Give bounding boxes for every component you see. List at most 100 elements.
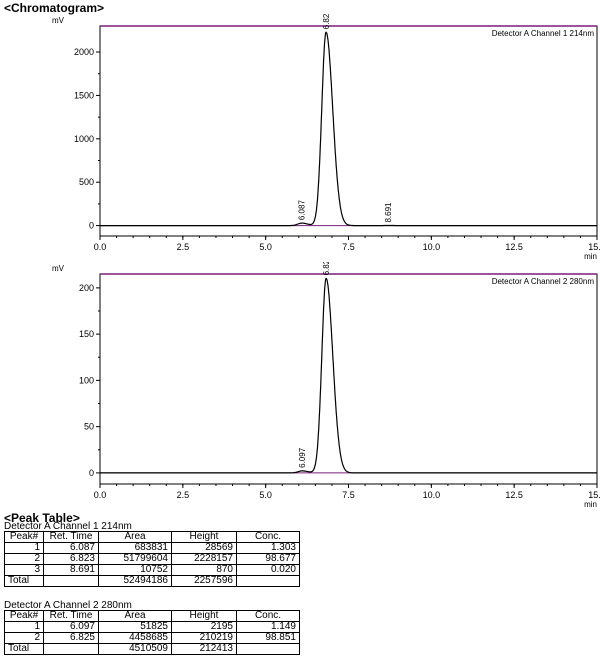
y-axis-label: mV [52, 264, 65, 273]
column-header: Peak# [4, 610, 44, 622]
x-tick-label: 15.0 [588, 490, 600, 500]
table-cell: 98.851 [236, 632, 300, 644]
chromatogram-trace [100, 277, 597, 474]
peak-label: 8.691 [384, 202, 393, 223]
table-row: 2 6.825 4458685 210219 98.851 [4, 632, 300, 644]
x-tick-label: 10.0 [423, 242, 441, 252]
chromatogram-chart-2: 0 50 100 150 200 0.0 2.5 5.0 7.5 10.0 12.5 15.0 mV mi… [52, 262, 600, 508]
table-cell: 1.303 [236, 542, 300, 554]
table-cell [43, 575, 99, 587]
x-tick-label: 7.5 [342, 490, 355, 500]
detector-label: Detector A Channel 2 280nm [492, 277, 595, 286]
x-tick-label: 0.0 [94, 490, 107, 500]
table-cell: 683831 [98, 542, 172, 554]
table-total-row: Total 4510509 212413 [4, 643, 300, 655]
y-tick-label: 0 [89, 221, 94, 231]
column-header: Ret. Time [43, 610, 99, 622]
y-tick-label: 100 [79, 375, 94, 385]
table-header-row: Peak# Ret. Time Area Height Conc. [4, 531, 300, 543]
table-cell: Total [4, 575, 44, 587]
peak-table-1-label: Detector A Channel 1 214nm [4, 521, 132, 532]
table-cell: 6.823 [43, 553, 99, 565]
y-tick-label: 0 [89, 468, 94, 478]
peak-table-2: Peak# Ret. Time Area Height Conc. 1 6.09… [4, 610, 300, 655]
detector-label: Detector A Channel 1 214nm [492, 29, 595, 38]
x-tick-label: 12.5 [505, 242, 523, 252]
table-cell: 6.097 [43, 621, 99, 633]
table-cell [236, 575, 300, 587]
table-cell: 6.087 [43, 542, 99, 554]
x-axis-label: min [584, 252, 597, 260]
column-header: Conc. [236, 531, 300, 543]
table-cell: 1.149 [236, 621, 300, 633]
table-cell: Total [4, 643, 44, 655]
table-cell: 6.825 [43, 632, 99, 644]
table-cell: 51799604 [98, 553, 172, 565]
table-row: 1 6.087 683831 28569 1.303 [4, 542, 300, 554]
x-tick-label: 5.0 [259, 242, 272, 252]
table-cell: 212413 [171, 643, 237, 655]
plot-frame [99, 273, 598, 485]
y-tick-label: 50 [84, 422, 94, 432]
table-row: 3 8.691 10752 870 0.020 [4, 564, 300, 576]
table-cell: 870 [171, 564, 237, 576]
table-cell: 2257596 [171, 575, 237, 587]
table-header-row: Peak# Ret. Time Area Height Conc. [4, 610, 300, 622]
table-cell: 98.677 [236, 553, 300, 565]
table-cell: 210219 [171, 632, 237, 644]
x-tick-label: 5.0 [259, 490, 272, 500]
peak-label: 6.097 [298, 447, 307, 468]
table-cell: 28569 [171, 542, 237, 554]
column-header: Height [171, 610, 237, 622]
x-tick-label: 10.0 [423, 490, 441, 500]
x-axis-label: min [584, 500, 597, 508]
column-header: Ret. Time [43, 531, 99, 543]
table-cell: 1 [4, 621, 44, 633]
table-cell: 0.020 [236, 564, 300, 576]
table-cell: 4458685 [98, 632, 172, 644]
peak-table-2-label: Detector A Channel 2 280nm [4, 600, 132, 611]
column-header: Area [98, 610, 172, 622]
table-cell: 2195 [171, 621, 237, 633]
column-header: Conc. [236, 610, 300, 622]
x-tick-label: 2.5 [177, 242, 190, 252]
table-cell: 1 [4, 542, 44, 554]
y-tick-label: 500 [79, 177, 94, 187]
table-row: 2 6.823 51799604 2228157 98.677 [4, 553, 300, 565]
table-cell: 3 [4, 564, 44, 576]
chromatogram-title: <Chromatogram> [4, 1, 105, 15]
table-total-row: Total 52494186 2257596 [4, 575, 300, 587]
y-tick-label: 2000 [74, 47, 94, 57]
column-header: Peak# [4, 531, 44, 543]
y-tick-label: 150 [79, 329, 94, 339]
table-cell: 10752 [98, 564, 172, 576]
y-tick-label: 200 [79, 283, 94, 293]
y-tick-label: 1000 [74, 134, 94, 144]
column-header: Height [171, 531, 237, 543]
x-tick-label: 2.5 [177, 490, 190, 500]
y-axis-label: mV [52, 16, 65, 25]
table-cell: 52494186 [98, 575, 172, 587]
x-tick-label: 7.5 [342, 242, 355, 252]
peak-label: 6.823 [322, 14, 331, 29]
peak-table-title: <Peak Table> [4, 511, 80, 525]
y-tick-label: 1500 [74, 90, 94, 100]
table-cell: 2228157 [171, 553, 237, 565]
peak-label: 6.825 [322, 262, 331, 275]
table-cell: 8.691 [43, 564, 99, 576]
table-cell: 51825 [98, 621, 172, 633]
x-tick-label: 0.0 [94, 242, 107, 252]
peak-label: 6.087 [298, 200, 307, 221]
table-cell [236, 643, 300, 655]
table-row: 1 6.097 51825 2195 1.149 [4, 621, 300, 633]
table-cell: 2 [4, 553, 44, 565]
x-tick-label: 12.5 [505, 490, 523, 500]
peak-table-1: Peak# Ret. Time Area Height Conc. 1 6.08… [4, 531, 300, 587]
chromatogram-trace [100, 31, 597, 227]
table-cell: 2 [4, 632, 44, 644]
x-tick-label: 15.0 [588, 242, 600, 252]
column-header: Area [98, 531, 172, 543]
chromatogram-chart-1: 0 500 1000 1500 2000 0.0 2.5 5.0 7.5 10.0 12.5 15.0… [52, 14, 600, 260]
table-cell [43, 643, 99, 655]
table-cell: 4510509 [98, 643, 172, 655]
